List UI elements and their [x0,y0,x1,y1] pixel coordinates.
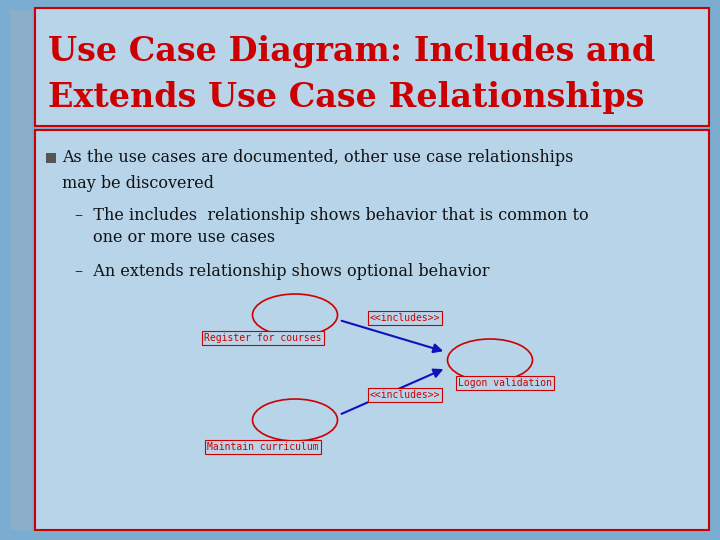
Text: one or more use cases: one or more use cases [93,230,275,246]
Text: As the use cases are documented, other use case relationships: As the use cases are documented, other u… [62,150,573,166]
Text: Logon validation: Logon validation [458,378,552,388]
Text: Extends Use Case Relationships: Extends Use Case Relationships [48,82,644,114]
FancyBboxPatch shape [35,130,709,530]
Text: –  The includes  relationship shows behavior that is common to: – The includes relationship shows behavi… [75,206,589,224]
Text: <<includes>>: <<includes>> [370,313,440,323]
Text: may be discovered: may be discovered [62,174,214,192]
Text: <<includes>>: <<includes>> [370,390,440,400]
FancyBboxPatch shape [46,153,56,163]
Text: Maintain curriculum: Maintain curriculum [207,442,319,452]
Text: Use Case Diagram: Includes and: Use Case Diagram: Includes and [48,36,655,69]
FancyBboxPatch shape [10,10,32,530]
Text: –  An extends relationship shows optional behavior: – An extends relationship shows optional… [75,264,490,280]
Text: Register for courses: Register for courses [204,333,322,343]
FancyBboxPatch shape [35,8,709,126]
